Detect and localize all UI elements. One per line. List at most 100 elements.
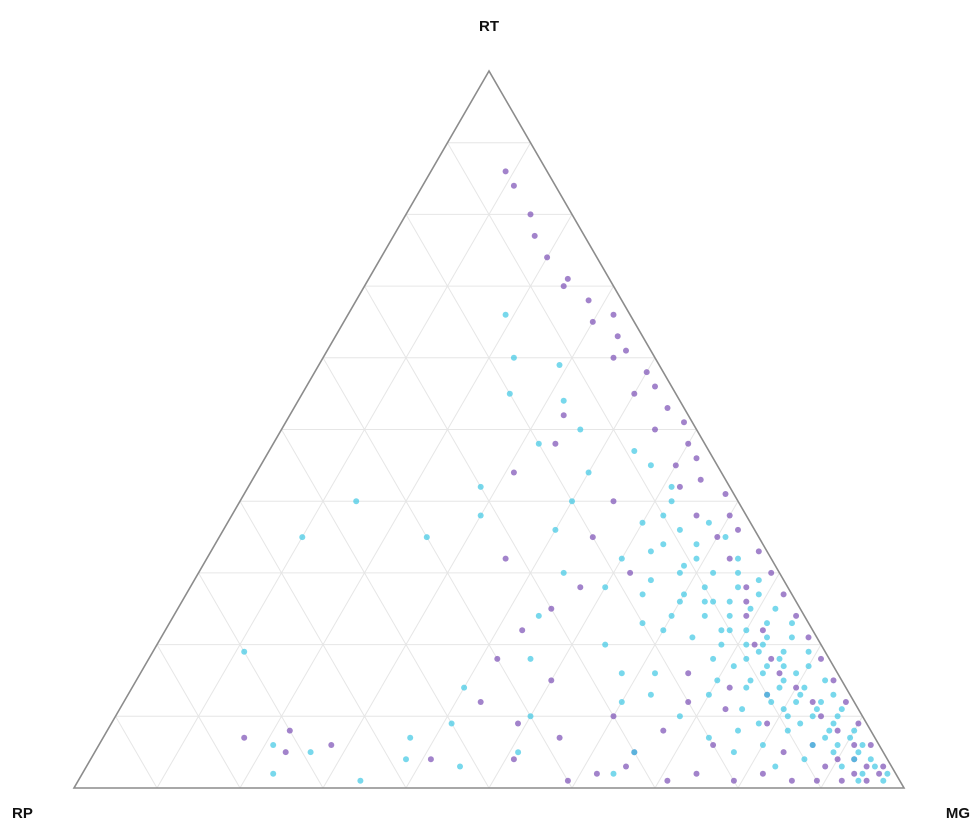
data-point-series-1 — [660, 727, 667, 734]
data-point-series-2 — [448, 720, 455, 727]
data-point-series-1 — [759, 770, 766, 777]
data-point-series-2 — [506, 390, 513, 397]
data-point-series-2 — [859, 742, 866, 748]
grid-line-rp — [239, 500, 407, 789]
data-point-series-2 — [755, 648, 762, 655]
data-point-series-2 — [502, 311, 509, 318]
data-point-series-1 — [556, 734, 563, 741]
data-point-series-1 — [830, 677, 837, 684]
data-point-series-2 — [809, 742, 816, 748]
data-point-series-1 — [780, 749, 787, 756]
data-point-series-2 — [610, 770, 617, 777]
data-point-series-1 — [851, 742, 858, 748]
data-point-series-2 — [859, 770, 866, 777]
data-point-series-2 — [639, 620, 646, 627]
data-point-series-1 — [664, 777, 671, 784]
data-point-series-2 — [764, 663, 770, 670]
data-point-series-2 — [788, 634, 795, 641]
data-point-series-2 — [834, 742, 841, 748]
data-point-series-2 — [631, 448, 638, 454]
data-point-series-2 — [759, 742, 766, 748]
data-point-series-2 — [764, 620, 770, 627]
data-point-series-2 — [735, 555, 741, 562]
data-point-series-2 — [784, 727, 791, 734]
data-point-series-1 — [627, 569, 634, 576]
data-point-series-2 — [556, 362, 563, 368]
data-point-series-1 — [548, 605, 555, 612]
data-point-series-1 — [863, 777, 870, 784]
data-point-series-1 — [751, 641, 758, 648]
data-point-series-2 — [867, 756, 874, 763]
data-point-series-2 — [784, 713, 791, 720]
data-point-series-2 — [299, 534, 306, 541]
data-point-series-2 — [805, 648, 812, 655]
data-point-series-2 — [797, 691, 804, 698]
data-point-series-2 — [830, 691, 837, 698]
data-point-series-1 — [610, 498, 617, 505]
data-point-series-1 — [809, 699, 816, 705]
data-point-series-1 — [867, 742, 874, 748]
data-point-series-2 — [710, 598, 717, 605]
data-point-series-2 — [776, 684, 783, 691]
data-point-series-1 — [714, 534, 721, 540]
axis-label-top: RT — [479, 18, 499, 35]
data-point-series-1 — [838, 777, 845, 784]
data-point-series-1 — [685, 670, 692, 677]
data-point-series-1 — [676, 483, 683, 490]
data-point-series-1 — [593, 770, 600, 777]
data-point-series-1 — [722, 706, 729, 713]
data-point-series-2 — [241, 648, 248, 655]
data-point-series-1 — [743, 612, 750, 619]
data-point-series-2 — [722, 534, 729, 540]
data-point-series-1 — [286, 727, 293, 734]
data-point-series-2 — [822, 677, 829, 684]
data-point-series-2 — [461, 684, 468, 691]
data-point-series-2 — [780, 648, 787, 655]
data-point-series-2 — [668, 498, 675, 505]
data-point-series-2 — [838, 763, 845, 770]
data-point-series-1 — [834, 727, 841, 734]
data-point-series-1 — [726, 684, 733, 691]
data-point-series-2 — [776, 655, 783, 662]
data-point-series-2 — [830, 720, 837, 727]
data-point-series-2 — [855, 749, 862, 756]
data-point-series-2 — [714, 677, 721, 684]
data-point-series-1 — [693, 770, 700, 777]
data-point-series-2 — [660, 627, 667, 634]
grid-line-mg — [571, 500, 739, 789]
data-point-series-2 — [759, 641, 766, 648]
data-point-series-2 — [602, 641, 609, 648]
grid-line-rp — [281, 429, 490, 789]
data-point-series-1 — [710, 742, 717, 748]
data-point-series-1 — [502, 168, 509, 175]
grid-line-mg — [488, 429, 697, 789]
data-point-series-1 — [610, 311, 617, 318]
data-point-series-2 — [743, 627, 750, 634]
data-point-series-1 — [614, 333, 621, 340]
data-point-series-2 — [660, 512, 667, 519]
data-point-series-2 — [270, 742, 277, 748]
data-point-series-1 — [764, 720, 771, 727]
data-point-series-2 — [270, 770, 277, 777]
data-point-series-1 — [560, 283, 567, 290]
data-point-series-1 — [722, 491, 729, 497]
data-point-series-2 — [676, 526, 683, 533]
data-point-series-1 — [693, 455, 700, 462]
data-point-series-2 — [689, 634, 696, 641]
data-point-series-2 — [743, 655, 750, 662]
data-point-series-1 — [577, 584, 584, 591]
data-point-series-2 — [618, 555, 625, 562]
data-point-series-1 — [241, 734, 248, 741]
data-point-series-2 — [830, 749, 837, 756]
data-point-series-2 — [652, 670, 658, 677]
data-point-series-1 — [876, 770, 883, 777]
data-point-series-2 — [647, 548, 654, 555]
data-point-series-2 — [759, 670, 766, 677]
data-point-series-2 — [718, 627, 725, 634]
data-point-series-2 — [772, 763, 779, 770]
data-point-series-2 — [701, 584, 708, 591]
data-point-series-2 — [755, 577, 762, 584]
data-point-series-1 — [610, 713, 617, 720]
data-point-series-1 — [805, 634, 812, 641]
grid-line-rp — [364, 285, 656, 789]
